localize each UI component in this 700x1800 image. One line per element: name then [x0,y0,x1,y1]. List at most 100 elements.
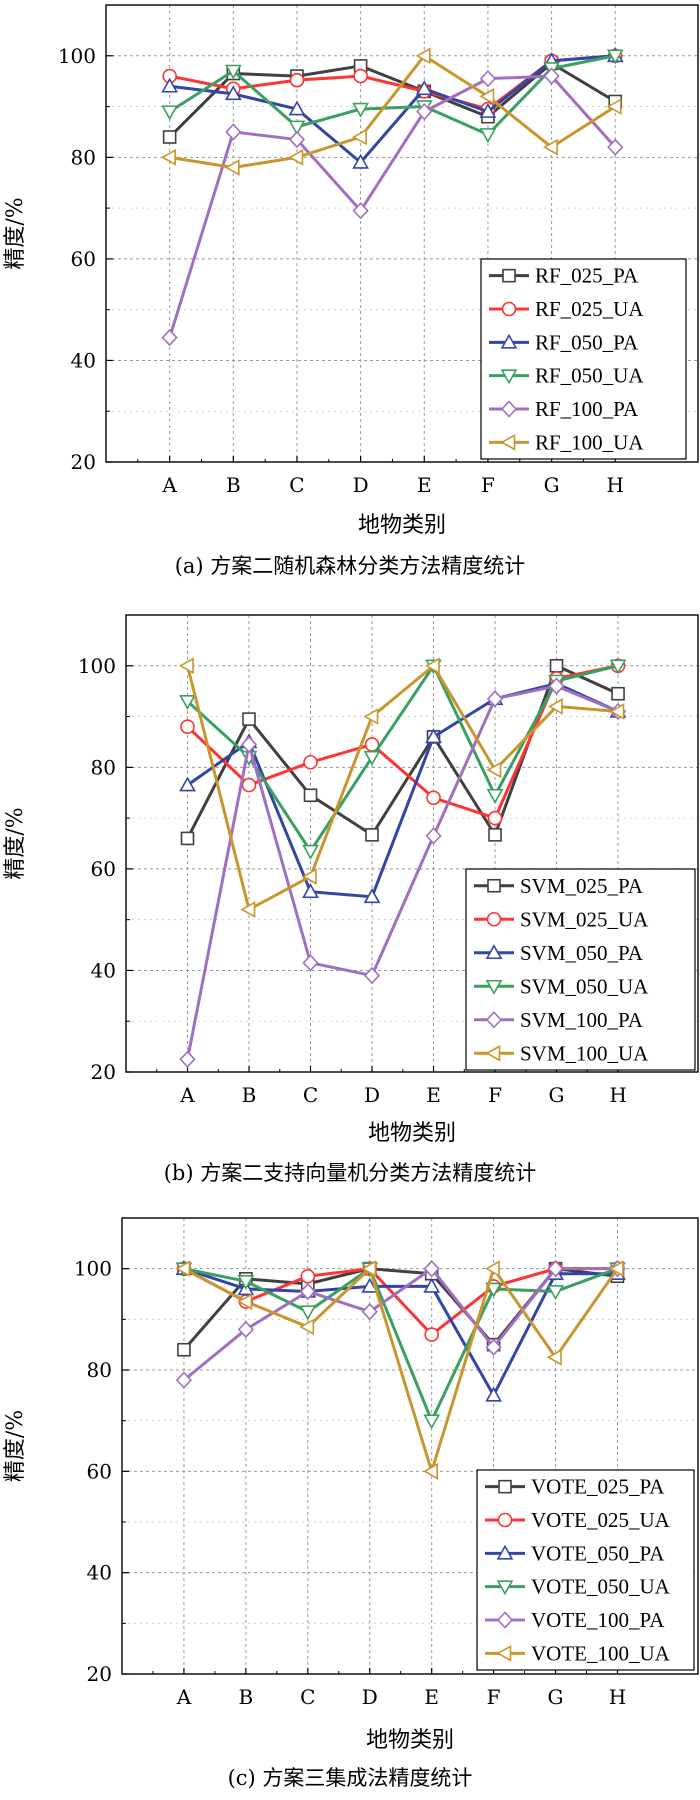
y-axis-title: 精度/% [3,1410,28,1482]
series-rf-050-pa [161,47,624,169]
data-point [288,148,304,166]
data-point [161,105,179,121]
series-svm-100-pa [179,677,627,1068]
data-point [225,123,242,141]
data-point [179,1050,196,1068]
legend-marker [500,400,518,418]
data-point [609,703,625,720]
data-point [423,1277,441,1293]
data-point [240,901,256,918]
data-point [361,1303,378,1321]
series-line [186,664,619,840]
data-point [161,77,179,93]
x-tick-label: D [353,473,369,497]
x-tick-label: C [289,473,304,497]
legend-item: SVM_100_PA [474,1008,644,1032]
data-point [224,85,242,101]
series-line [183,1267,618,1397]
legend-item: RF_050_PA [489,330,639,354]
data-point [363,750,381,766]
legend-label: SVM_050_UA [520,974,649,998]
data-point [479,88,495,105]
series-vote-100-pa [175,1259,626,1389]
y-tick-label: 80 [87,1358,112,1382]
legend-item: RF_050_UA [489,364,644,388]
x-tick-label: A [161,473,177,497]
legend-box [476,1469,695,1671]
x-tick-label: H [609,1685,626,1709]
data-point [425,728,442,744]
data-point [302,844,319,860]
data-point [363,888,381,904]
data-point [607,138,624,156]
series-line [186,682,619,899]
legend-label: SVM_100_UA [520,1041,649,1065]
series-rf-050-ua [161,49,624,144]
series-line [168,74,617,339]
data-point [224,64,242,80]
data-point [300,1268,316,1284]
legend-marker [500,433,516,451]
x-tick-label: E [426,1083,441,1107]
chart-panel-2: 20 40 60 80 100 A B C D E F G H 地物类别 精度/% (b) 方案二支持向量机分… [3,614,699,1185]
data-point [237,1320,254,1339]
legend-marker [496,1644,512,1662]
data-point [240,735,258,754]
data-point [352,201,369,220]
data-point [606,49,624,65]
data-point [423,1462,438,1480]
x-tick-label: C [300,1685,315,1709]
y-tick-label: 60 [87,1459,112,1483]
series-line [169,54,616,164]
data-point [479,128,497,144]
legend: SVM_025_PA SVM_025_UA SVM_050_PA SVM_050_UA… [465,868,696,1071]
data-point [479,102,497,118]
data-point [179,695,196,710]
data-point [178,657,194,675]
x-tick-label: A [176,1685,192,1709]
legend-marker [485,1044,501,1062]
data-point [363,966,381,985]
data-point [361,1260,377,1278]
series-line [168,54,616,136]
series-line [169,54,617,169]
legend-label: SVM_100_PA [520,1008,644,1032]
y-tick-label: 100 [58,44,96,68]
data-point [299,1318,315,1336]
legend-item: VOTE_050_UA [485,1575,671,1599]
x-tick-label: H [607,473,624,497]
series-line [182,1267,618,1382]
data-point [177,1342,191,1357]
legend-marker [500,333,518,349]
legend-item: SVM_100_UA [474,1041,649,1065]
plot-frame [121,1217,699,1675]
data-point [352,102,369,118]
data-point [224,159,240,176]
data-point [351,128,367,146]
data-point [302,883,319,899]
legend-item: VOTE_050_PA [485,1541,665,1565]
legend-marker [496,1544,514,1560]
data-point [299,1282,316,1301]
data-point [546,1348,562,1366]
legend-label: RF_100_UA [535,430,644,454]
x-tick-label: E [424,1685,439,1709]
data-point [288,120,306,136]
plot-frame [105,4,699,463]
legend-item: SVM_025_PA [474,874,644,898]
data-point [609,659,627,675]
legend-label: RF_050_UA [535,364,644,388]
y-tick-label: 40 [91,958,116,982]
data-point [179,776,196,792]
x-tick-label: B [239,1685,254,1709]
data-point [237,1293,253,1310]
x-tick-label: B [226,473,241,497]
series-line [183,1267,618,1337]
data-point [611,686,625,701]
data-point [299,1305,317,1321]
legend-box [480,258,687,460]
legend-label: SVM_025_PA [520,874,644,898]
data-point [175,1371,193,1389]
data-point [289,72,305,88]
